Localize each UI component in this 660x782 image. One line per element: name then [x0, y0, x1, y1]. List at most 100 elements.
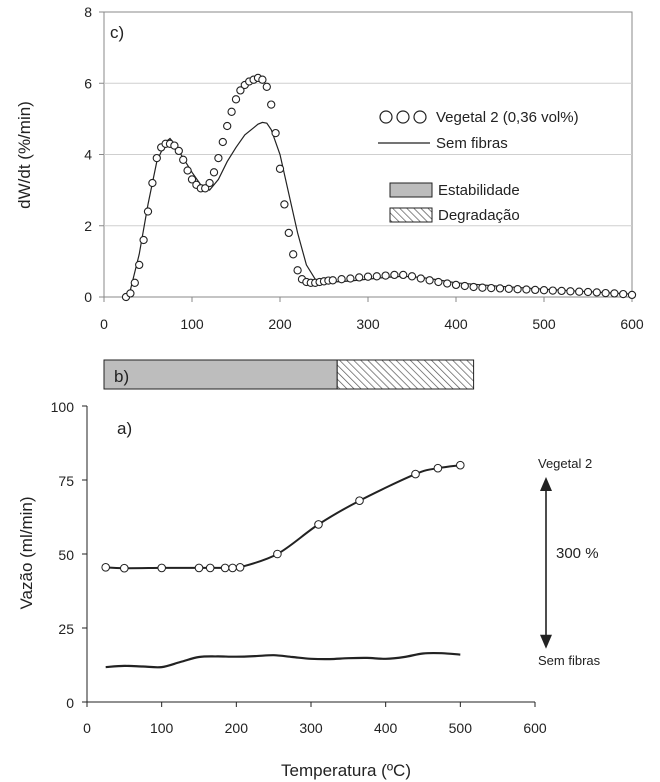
data-point-vegetal	[126, 289, 135, 298]
data-point-vegetal	[390, 270, 399, 280]
data-point-vegetal	[314, 520, 323, 529]
data-point-vegetal	[275, 164, 285, 173]
data-point-vegetal	[227, 107, 236, 116]
data-point-vegetal	[258, 75, 267, 84]
data-point-vegetal	[231, 95, 241, 104]
data-point-vegetal	[575, 287, 584, 296]
data-point-vegetal	[273, 549, 282, 559]
y-tick-label: 4	[84, 147, 92, 163]
data-point-vegetal	[566, 287, 575, 296]
x-tick-label: 400	[374, 720, 398, 736]
data-point-vegetal	[152, 153, 161, 163]
panel-c-gridlines	[104, 82, 632, 227]
x-tick-label: 500	[532, 316, 556, 332]
panel-a-x-axis-label: Temperatura (ºC)	[281, 761, 411, 780]
data-point-vegetal	[425, 276, 434, 285]
data-point-vegetal	[148, 178, 157, 188]
arrow-down-head	[540, 634, 552, 649]
y-tick-label: 100	[51, 399, 75, 415]
legend-marker-circle	[396, 110, 410, 124]
y-tick-label: 75	[58, 473, 74, 489]
data-point-vegetal	[504, 284, 513, 293]
data-point-vegetal	[223, 121, 232, 131]
legend-swatch-degradacao	[389, 207, 433, 223]
data-point-vegetal	[228, 563, 237, 573]
panel-b-label: b)	[114, 367, 129, 386]
data-point-vegetal	[120, 563, 129, 573]
x-tick-label: 0	[83, 720, 91, 736]
y-tick-label: 25	[58, 621, 74, 637]
data-point-vegetal	[170, 141, 179, 150]
legend-label-degradacao: Degradação	[438, 207, 520, 224]
data-point-vegetal	[487, 283, 496, 293]
legend-marker-circle	[413, 110, 427, 124]
series-line-vegetal	[105, 464, 461, 570]
panel-c-chart: 0 2 4 6 8 0 100 200 300 400 500 600 c) dW/dt (%/mi…	[15, 4, 644, 332]
data-point-vegetal	[235, 563, 245, 572]
x-tick-label: 0	[100, 316, 108, 332]
data-point-vegetal	[214, 153, 223, 163]
data-point-vegetal	[434, 277, 443, 287]
legend-label-sem-fibras: Sem fibras	[436, 135, 508, 152]
x-tick-label: 300	[356, 316, 380, 332]
y-tick-label: 6	[84, 75, 92, 91]
panel-c-x-ticks: 0 100 200 300 400 500 600	[100, 297, 644, 332]
panel-a-chart: 0 25 50 75 100 0 100 200 300 400 500 600 a) Vazão …	[17, 399, 601, 780]
y-tick-label: 50	[58, 547, 74, 563]
data-point-vegetal	[407, 272, 417, 281]
data-point-vegetal	[372, 272, 381, 281]
data-point-vegetal	[157, 563, 166, 573]
data-point-vegetal	[610, 289, 619, 298]
data-point-vegetal	[460, 281, 469, 291]
panel-b-bar: b)	[103, 359, 475, 390]
segment-estabilidade	[103, 359, 338, 390]
data-point-vegetal	[328, 276, 337, 285]
panel-a-series	[101, 460, 465, 669]
data-point-vegetal	[220, 563, 230, 573]
data-point-vegetal	[293, 266, 302, 275]
data-point-vegetal	[355, 496, 364, 506]
x-tick-label: 100	[150, 720, 174, 736]
panel-a-annotation: 300 % Vegetal 2 Sem fibras	[538, 456, 601, 668]
data-point-vegetal	[495, 284, 505, 293]
data-point-vegetal	[187, 175, 197, 184]
panel-a-x-ticks: 0 100 200 300 400 500 600	[83, 702, 547, 736]
data-point-vegetal	[267, 100, 276, 109]
x-tick-label: 400	[444, 316, 468, 332]
legend-marker-circle	[379, 110, 393, 124]
x-tick-label: 300	[299, 720, 323, 736]
data-point-vegetal	[289, 250, 298, 259]
data-point-vegetal	[522, 285, 531, 294]
data-point-vegetal	[209, 168, 219, 177]
x-tick-label: 200	[268, 316, 292, 332]
y-tick-label: 8	[84, 4, 92, 20]
data-point-vegetal	[205, 178, 214, 188]
segment-degradacao	[336, 359, 475, 390]
panel-a-y-axis-label: Vazão (ml/min)	[17, 496, 36, 609]
x-tick-label: 600	[523, 720, 547, 736]
x-tick-label: 500	[449, 720, 473, 736]
panel-c-y-axis-label: dW/dt (%/min)	[15, 101, 34, 209]
data-point-vegetal	[135, 260, 144, 270]
data-point-vegetal	[346, 274, 355, 283]
x-tick-label: 600	[620, 316, 644, 332]
data-point-vegetal	[205, 563, 215, 573]
data-point-vegetal	[194, 563, 204, 573]
data-point-vegetal	[451, 280, 461, 290]
arrow-up-head	[540, 477, 552, 492]
data-point-vegetal	[139, 235, 148, 245]
data-point-vegetal	[478, 283, 487, 292]
data-point-vegetal	[443, 279, 452, 288]
data-point-vegetal	[363, 272, 373, 281]
x-tick-label: 100	[180, 316, 204, 332]
panel-a-y-ticks: 0 25 50 75 100	[51, 399, 87, 711]
data-point-vegetal	[179, 155, 188, 164]
data-point-vegetal	[513, 285, 522, 294]
panel-c-legend: Vegetal 2 (0,36 vol%) Sem fibras Estabil…	[378, 109, 579, 224]
data-point-vegetal	[548, 286, 557, 295]
data-point-vegetal	[456, 460, 465, 470]
y-tick-label: 2	[84, 218, 92, 234]
data-point-vegetal	[355, 273, 364, 282]
data-point-vegetal	[183, 166, 192, 175]
